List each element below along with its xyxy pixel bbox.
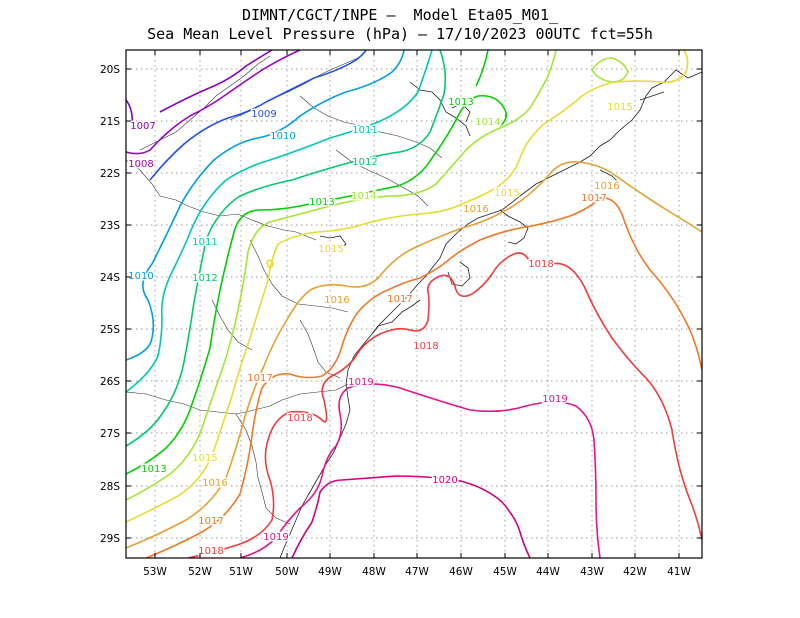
longitude-tick-label: 51W xyxy=(229,566,253,578)
isobar-label-1019: 1019 xyxy=(542,394,567,405)
isobar-label-1014: 1014 xyxy=(351,191,376,202)
isobar-label-1018: 1018 xyxy=(413,341,438,352)
longitude-tick-label: 46W xyxy=(449,566,473,578)
isobar-label-1012: 1012 xyxy=(192,273,217,284)
isobar-label-1015: 1015 xyxy=(607,102,632,113)
isobar-label-1017: 1017 xyxy=(198,516,223,527)
isobar-1017 xyxy=(145,197,702,558)
isobar-label-1014: 1014 xyxy=(475,117,500,128)
isobar-1010 xyxy=(126,50,405,361)
latitude-tick-label: 25S xyxy=(100,324,120,336)
latitude-tick-label: 20S xyxy=(100,64,120,76)
isobar-label-1018: 1018 xyxy=(287,413,312,424)
isobar-label-1009: 1009 xyxy=(251,109,276,120)
isobar-label-1016: 1016 xyxy=(202,478,227,489)
longitude-tick-label: 41W xyxy=(667,566,691,578)
isobar-label-1010: 1010 xyxy=(128,271,153,282)
isobar-label-1017: 1017 xyxy=(387,294,412,305)
isobar-label-1013: 1013 xyxy=(309,197,334,208)
latitude-tick-label: 26S xyxy=(100,376,120,388)
isobar-1008 xyxy=(126,50,301,155)
isobars xyxy=(126,50,702,558)
coastline xyxy=(279,69,702,558)
isobar-label-1012: 1012 xyxy=(352,157,377,168)
isobar-label-1018: 1018 xyxy=(198,546,223,557)
isobar-1007 xyxy=(126,50,273,131)
isobar-label-1019: 1019 xyxy=(263,532,288,543)
map-title-line-1: DIMNT/CGCT/INPE – Model Eta05_M01_ xyxy=(241,6,559,24)
longitude-tick-label: 53W xyxy=(143,566,167,578)
longitude-tick-label: 49W xyxy=(318,566,342,578)
isobar-label-1015: 1015 xyxy=(318,244,343,255)
isobar-1015 xyxy=(126,50,689,523)
isobar-label-1008: 1008 xyxy=(128,159,153,170)
isobar-label-1013: 1013 xyxy=(141,464,166,475)
isobar-1009 xyxy=(149,50,367,181)
isobar-label-1017: 1017 xyxy=(247,373,272,384)
latitude-tick-label: 23S xyxy=(100,220,120,232)
latitude-tick-label: 21S xyxy=(100,116,120,128)
contour-labels: 1007 1008 1009 1010 1010 1011 1011 1012 1012 1013… xyxy=(127,96,634,559)
isobar-label-1007: 1007 xyxy=(130,121,155,132)
isobar-label-1018: 1018 xyxy=(528,259,553,270)
isobar-label-1011: 1011 xyxy=(352,125,377,136)
longitude-tick-label: 45W xyxy=(493,566,517,578)
isobar-label-1011: 1011 xyxy=(192,237,217,248)
axis-ticks xyxy=(126,50,702,558)
isobar-1016 xyxy=(126,160,702,549)
latitude-tick-label: 29S xyxy=(100,533,120,545)
latitude-tick-labels: 20S 21S 22S 23S 24S 25S 26S 27S 28S 29S xyxy=(100,64,120,545)
map-title-line-2: Sea Mean Level Pressure (hPa) – 17/10/20… xyxy=(147,25,653,43)
isobar-1012 xyxy=(126,50,447,447)
isobar-label-1015: 1015 xyxy=(192,453,217,464)
map-frame xyxy=(125,49,703,559)
longitude-tick-label: 52W xyxy=(188,566,212,578)
state-borders xyxy=(126,55,443,525)
isobar-label-1016: 1016 xyxy=(463,204,488,215)
isobar-1020 xyxy=(291,475,531,558)
isobar-label-1015: 1015 xyxy=(494,188,519,199)
longitude-tick-label: 42W xyxy=(623,566,647,578)
isobar-label-1016: 1016 xyxy=(324,295,349,306)
longitude-tick-label: 47W xyxy=(405,566,429,578)
isobar-label-1020: 1020 xyxy=(432,475,457,486)
isobar-label-1010: 1010 xyxy=(270,131,295,142)
latitude-tick-label: 27S xyxy=(100,428,120,440)
isobar-1013 xyxy=(126,50,508,475)
latitude-tick-label: 28S xyxy=(100,481,120,493)
isobar-1019 xyxy=(239,383,601,558)
longitude-tick-label: 50W xyxy=(275,566,299,578)
latitude-tick-label: 22S xyxy=(100,168,120,180)
isobar-1018 xyxy=(187,252,702,558)
longitude-tick-labels: 53W 52W 51W 50W 49W 48W 47W 46W 45W 44W 43W 42W 41W xyxy=(143,566,691,578)
isobar-1014 xyxy=(126,50,629,501)
longitude-tick-label: 43W xyxy=(580,566,604,578)
longitude-tick-label: 48W xyxy=(362,566,386,578)
isobar-label-1016: 1016 xyxy=(594,181,619,192)
longitude-tick-label: 44W xyxy=(536,566,560,578)
isobar-label-1013: 1013 xyxy=(448,97,473,108)
latitude-tick-label: 24S xyxy=(100,272,120,284)
isobar-label-1017: 1017 xyxy=(581,193,606,204)
isobar-label-1019: 1019 xyxy=(348,377,373,388)
isobar-1011 xyxy=(126,50,433,393)
